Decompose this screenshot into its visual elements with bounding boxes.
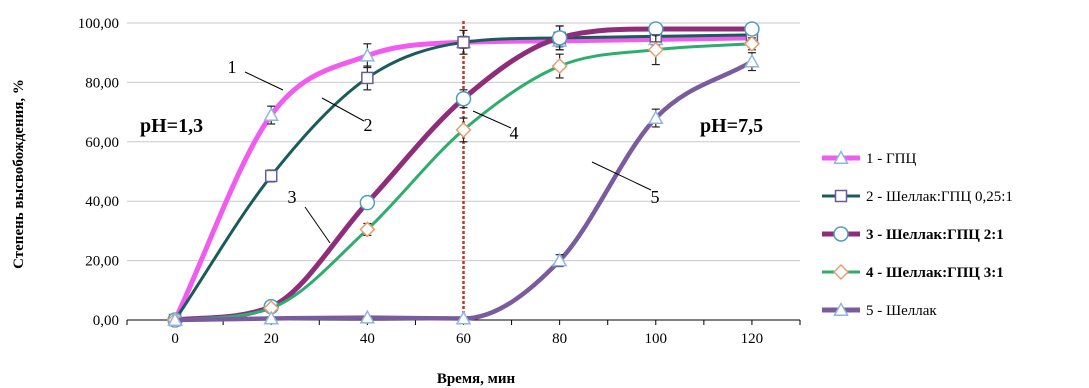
data-point — [263, 310, 279, 325]
curve-label-1: 1 — [228, 57, 237, 77]
data-point — [455, 121, 472, 138]
legend-label: 1 - ГПЦ — [866, 151, 916, 167]
y-tick-label: 60,00 — [85, 135, 119, 151]
data-point — [455, 310, 472, 325]
label-leader — [472, 110, 512, 129]
y-tick-label: 100,00 — [78, 16, 119, 32]
legend-item-5: 5 - Шеллак — [822, 301, 937, 319]
data-point — [551, 252, 568, 267]
ph-left-label: pH=1,3 — [140, 115, 203, 137]
data-point — [648, 109, 664, 124]
data-point — [359, 47, 376, 62]
legend: 1 - ГПЦ 2 - Шеллак:ГПЦ 0,25:1 3 - Шеллак:Г… — [822, 149, 1013, 319]
x-tick-label: 120 — [741, 331, 764, 347]
legend-item-4: 4 - Шеллак:ГПЦ 3:1 — [822, 263, 1004, 281]
data-point — [167, 311, 183, 326]
series-2 — [168, 25, 759, 327]
data-point — [744, 21, 760, 37]
y-axis-title: Степень высвобождения, % — [11, 79, 27, 269]
data-point — [359, 309, 376, 324]
label-leader — [304, 206, 331, 244]
legend-marker — [833, 149, 849, 164]
label-leader — [244, 71, 284, 91]
curve-label-4: 4 — [510, 123, 519, 143]
series-layer — [167, 21, 760, 329]
ph-right-label: pH=7,5 — [700, 115, 763, 137]
legend-label: 4 - Шеллак:ГПЦ 3:1 — [866, 265, 1004, 281]
x-tick-label: 60 — [456, 331, 471, 347]
series-5 — [167, 52, 760, 326]
legend-marker — [833, 301, 849, 316]
data-point — [263, 107, 279, 122]
data-point — [359, 194, 376, 211]
legend-label: 5 - Шеллак — [866, 303, 937, 319]
curve-labels: 1 2 3 4 5 — [228, 57, 660, 244]
data-point — [359, 221, 376, 238]
curve-label-5: 5 — [651, 187, 660, 207]
curve-label-2: 2 — [364, 115, 373, 135]
legend-marker — [834, 189, 848, 203]
x-tick-label: 20 — [264, 331, 279, 347]
data-point — [648, 21, 664, 37]
data-point — [551, 30, 568, 46]
legend-label: 2 - Шеллак:ГПЦ 0,25:1 — [866, 189, 1013, 205]
y-tick-label: 80,00 — [85, 75, 119, 91]
data-point — [647, 41, 664, 58]
label-leader — [321, 97, 365, 122]
legend-label: 3 - Шеллак:ГПЦ 2:1 — [866, 227, 1004, 243]
x-tick-label: 0 — [171, 331, 179, 347]
label-leader — [591, 161, 652, 191]
data-point — [743, 35, 760, 52]
y-tick-label: 0,00 — [93, 313, 119, 329]
data-point — [551, 58, 568, 75]
y-tick-label: 40,00 — [85, 194, 119, 210]
legend-item-1: 1 - ГПЦ — [822, 149, 916, 167]
y-tick-label: 20,00 — [85, 254, 119, 270]
legend-item-3: 3 - Шеллак:ГПЦ 2:1 — [822, 226, 1004, 243]
data-point — [744, 53, 760, 68]
data-point — [457, 36, 470, 49]
data-point — [264, 169, 278, 183]
legend-item-2: 2 - Шеллак:ГПЦ 0,25:1 — [822, 189, 1013, 205]
x-tick-label: 100 — [645, 331, 668, 347]
series-4 — [167, 34, 760, 329]
x-tick-label: 40 — [360, 331, 375, 347]
y-axis-ticks: 0,00 20,00 40,00 60,00 80,00 100,00 — [78, 16, 119, 329]
legend-marker — [833, 226, 849, 242]
x-tick-label: 80 — [552, 331, 567, 347]
data-point — [455, 90, 472, 107]
legend-marker — [832, 263, 850, 281]
curve-label-3: 3 — [288, 187, 297, 207]
x-axis-title: Время, мин — [437, 371, 516, 387]
data-point — [361, 71, 374, 85]
